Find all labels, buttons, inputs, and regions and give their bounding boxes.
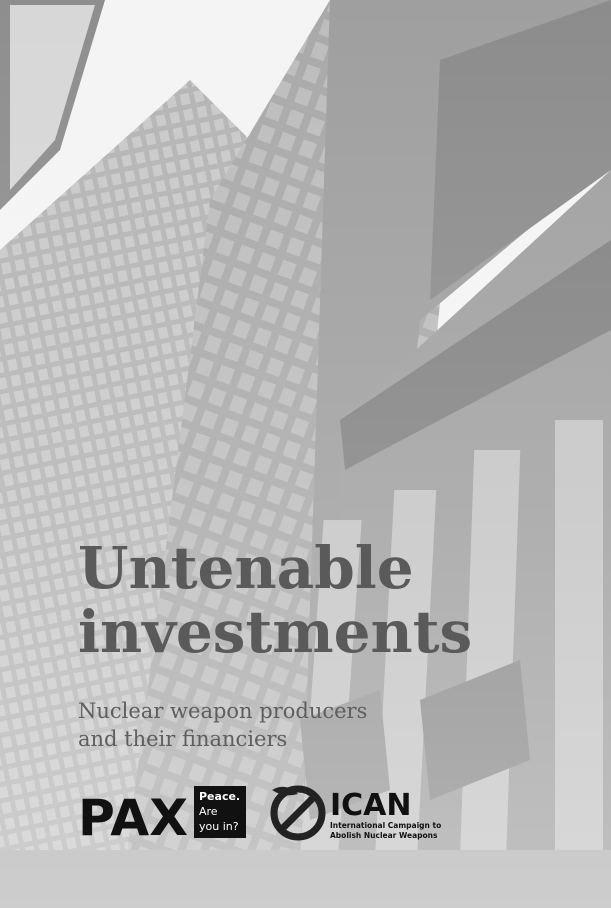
pax-tagline: you in?: [199, 820, 239, 833]
ican-tagline: International Campaign to: [330, 821, 441, 830]
subtitle-line: and their financiers: [78, 727, 287, 751]
background-photo: [0, 0, 611, 908]
pax-tagline: Are: [199, 805, 218, 818]
ican-name: ICAN: [330, 788, 412, 823]
pax-logo: PAX Peace. Are you in?: [78, 786, 246, 847]
subtitle-line: Nuclear weapon producers: [78, 699, 367, 723]
title-line: investments: [78, 598, 472, 666]
pax-tagline: Peace.: [199, 790, 240, 803]
cover: Untenable investments Nuclear weapon pro…: [0, 0, 611, 908]
pax-name: PAX: [78, 789, 188, 847]
page: {"title": {"lines": ["Untenable", "inves…: [0, 0, 611, 908]
ican-tagline: Abolish Nuclear Weapons: [330, 831, 438, 840]
title-line: Untenable: [78, 534, 414, 602]
